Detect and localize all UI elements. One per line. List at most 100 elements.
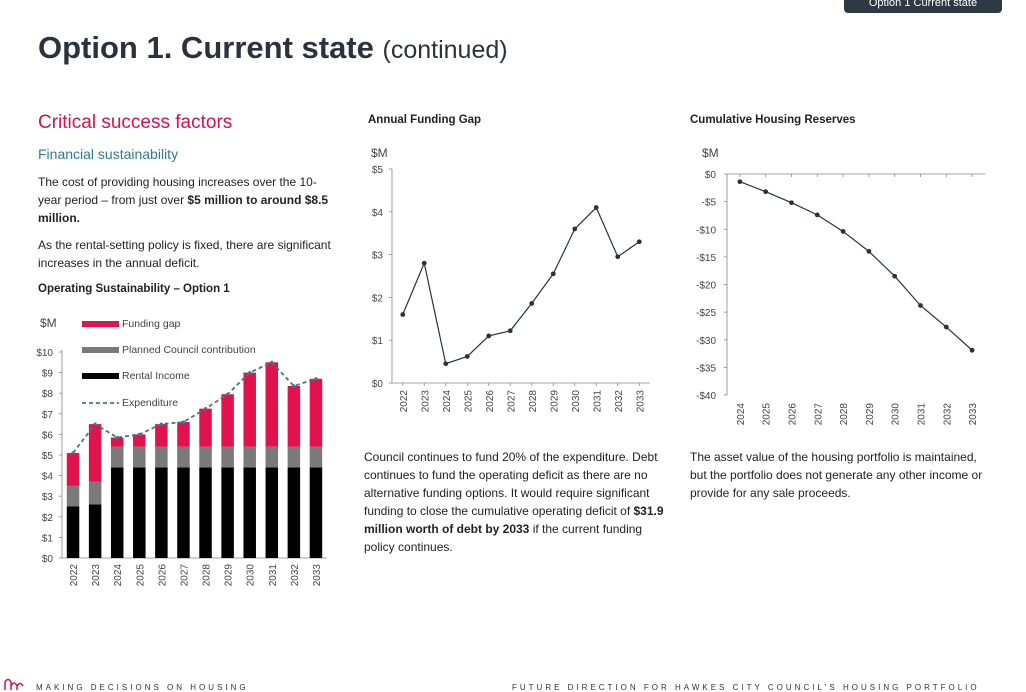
y-tick-label: -$15 bbox=[696, 253, 716, 264]
x-tick-label: 2026 bbox=[157, 564, 168, 587]
page-title-sub: (continued) bbox=[382, 36, 508, 64]
bar-segment bbox=[199, 446, 212, 468]
bar-segment bbox=[155, 446, 168, 468]
y-tick-label: $5 bbox=[42, 451, 54, 462]
x-tick-label: 2023 bbox=[91, 564, 102, 587]
bar-segment bbox=[88, 481, 102, 505]
y-tick-label: -$25 bbox=[696, 308, 716, 319]
x-tick-label: 2032 bbox=[290, 564, 301, 587]
x-tick-label: 2023 bbox=[420, 390, 431, 413]
y-tick-label: -$35 bbox=[696, 363, 716, 374]
x-tick-label: 2024 bbox=[442, 390, 453, 413]
middle-text-part2: if the current funding policy continues. bbox=[364, 522, 643, 554]
y-tick-label: -$5 bbox=[702, 198, 717, 209]
y-tick-label: $1 bbox=[372, 336, 384, 347]
reserves-point bbox=[814, 212, 820, 218]
x-tick-label: 2031 bbox=[917, 403, 928, 426]
expenditure-point bbox=[181, 420, 186, 424]
bar-segment bbox=[177, 446, 190, 468]
section-tag: Option 1 Current state bbox=[844, 0, 1002, 13]
reserves-point bbox=[969, 347, 975, 353]
bar-segment bbox=[88, 424, 102, 482]
y-tick-label: $0 bbox=[705, 170, 717, 181]
funding-gap-point bbox=[572, 226, 578, 232]
legend-swatch bbox=[82, 347, 119, 353]
x-tick-label: 2022 bbox=[69, 564, 80, 587]
bar-segment bbox=[110, 446, 124, 468]
funding-gap-point bbox=[421, 260, 427, 266]
bar-segment bbox=[309, 378, 323, 447]
y-tick-label: $2 bbox=[42, 513, 54, 524]
page-title: Option 1. Current state (continued) bbox=[38, 30, 508, 66]
y-tick-label: $8 bbox=[42, 389, 54, 400]
expenditure-point bbox=[226, 392, 230, 396]
bar-segment bbox=[133, 434, 146, 447]
y-tick-label: $3 bbox=[372, 251, 384, 262]
funding-gap-point bbox=[443, 361, 449, 367]
bar-segment bbox=[221, 446, 234, 468]
bar-segment bbox=[287, 446, 301, 468]
x-tick-label: 2032 bbox=[614, 390, 625, 413]
y-tick-label: $0 bbox=[372, 379, 384, 390]
x-tick-label: 2026 bbox=[788, 403, 799, 426]
funding-gap-point bbox=[615, 254, 621, 260]
x-tick-label: 2029 bbox=[549, 390, 560, 413]
x-tick-label: 2033 bbox=[312, 564, 323, 587]
x-tick-label: 2025 bbox=[762, 403, 773, 426]
x-tick-label: 2031 bbox=[592, 390, 603, 413]
x-tick-label: 2024 bbox=[736, 403, 747, 426]
y-tick-label: $0 bbox=[42, 554, 54, 565]
right-text: The asset value of the housing portfolio… bbox=[690, 450, 983, 500]
x-tick-label: 2030 bbox=[246, 564, 257, 587]
bar-segment bbox=[66, 485, 80, 507]
y-tick-label: -$40 bbox=[696, 391, 716, 402]
expenditure-point bbox=[159, 422, 163, 426]
x-tick-label: 2027 bbox=[506, 390, 517, 413]
expenditure-point bbox=[270, 360, 274, 364]
page-title-main: Option 1. Current state bbox=[38, 30, 374, 65]
y-tick-label: $4 bbox=[42, 472, 54, 483]
bar-segment bbox=[66, 506, 80, 558]
bar-segment bbox=[110, 467, 124, 558]
bar-segment bbox=[199, 408, 212, 447]
y-tick-label: $1 bbox=[42, 533, 54, 544]
expenditure-point bbox=[292, 384, 296, 388]
bar-segment bbox=[287, 467, 301, 558]
cost-paragraph-text: The cost of providing housing increases … bbox=[38, 175, 317, 207]
reserves-point bbox=[892, 273, 898, 279]
y-tick-label: -$20 bbox=[696, 281, 716, 292]
bar-segment bbox=[155, 424, 168, 447]
bar-segment bbox=[243, 467, 256, 558]
x-tick-label: 2024 bbox=[113, 564, 124, 587]
x-tick-label: 2030 bbox=[571, 390, 582, 413]
cumulative-reserves-heading: Cumulative Housing Reserves bbox=[690, 114, 856, 126]
x-tick-label: 2026 bbox=[485, 390, 496, 413]
funding-gap-line bbox=[402, 206, 640, 365]
x-tick-label: 2027 bbox=[179, 564, 190, 587]
unit-label: $M bbox=[40, 316, 57, 330]
x-tick-label: 2025 bbox=[463, 390, 474, 413]
x-tick-label: 2027 bbox=[813, 403, 824, 426]
bar-segment bbox=[265, 446, 279, 468]
unit-label: $M bbox=[371, 146, 388, 160]
y-tick-label: $9 bbox=[42, 369, 54, 380]
logo-icon bbox=[4, 678, 24, 690]
bar-segment bbox=[287, 385, 301, 447]
y-tick-label: $3 bbox=[42, 492, 54, 503]
funding-gap-point bbox=[507, 328, 513, 334]
bar-segment bbox=[133, 446, 146, 468]
bar-segment bbox=[177, 422, 190, 447]
bar-segment bbox=[243, 372, 256, 447]
funding-gap-point bbox=[636, 239, 642, 245]
reserves-point bbox=[866, 248, 872, 254]
funding-gap-point bbox=[593, 205, 599, 210]
middle-text-part1: Council continues to fund 20% of the exp… bbox=[364, 450, 658, 518]
legend-label: Rental Income bbox=[122, 370, 190, 382]
x-tick-label: 2025 bbox=[135, 564, 146, 587]
funding-gap-point bbox=[486, 333, 492, 339]
funding-gap-point bbox=[464, 354, 470, 359]
expenditure-point bbox=[248, 371, 252, 375]
